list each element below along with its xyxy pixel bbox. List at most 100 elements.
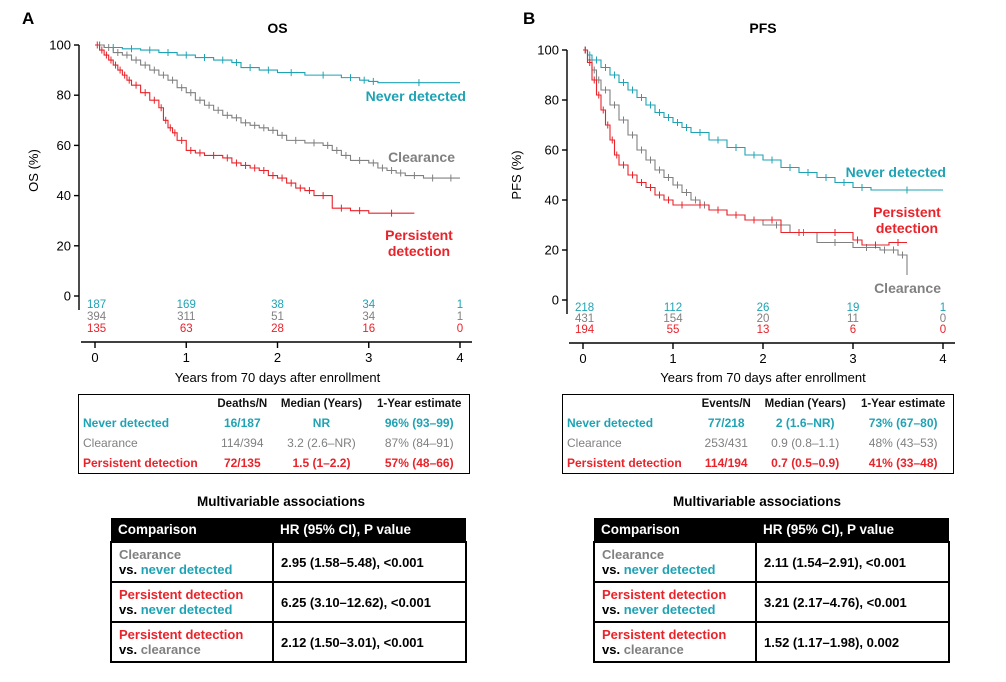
y-axis-label: PFS (%) [509,150,524,199]
risk-count: 1 [457,299,463,311]
mv-row: Clearance vs. never detected 2.95 (1.58–… [110,541,467,583]
mv-hr-cell: 2.12 (1.50–3.01), <0.001 [272,621,467,663]
risk-count: 34 [362,311,375,323]
y-tick-label: 0 [64,289,71,304]
series-label: Persistent [873,204,941,220]
mv-comparison-line1: Persistent detection [119,587,244,602]
summary-cell: 48% (43–53) [868,436,938,450]
mv-vs-prefix: vs. [602,642,624,657]
risk-count: 1 [940,302,946,314]
mv-vs-prefix: vs. [119,642,141,657]
mv-hr-cell: 6.25 (3.10–12.62), <0.001 [272,581,467,623]
mv-hr-cell: 3.21 (2.17–4.76), <0.001 [755,581,950,623]
summary-cell: 0.7 (0.5–0.9) [771,456,840,470]
summary-cell: 77/218 [707,416,745,430]
summary-header-cell [563,395,696,414]
risk-count: 16 [362,323,375,335]
risk-count: 154 [663,313,683,325]
mv-header-cell: HR (95% CI), P value [756,518,949,542]
summary-header-row: Events/N Median (Years) 1-Year estimate [563,395,954,414]
km-curve [95,44,415,214]
x-tick-label: 2 [274,350,281,365]
summary-row: Persistent detection 114/194 0.7 (0.5–0.… [563,453,954,474]
mv-comparison-line1: Clearance [602,547,665,562]
risk-count: 431 [575,313,594,325]
summary-group-label: Persistent detection [567,456,682,470]
mv-comparison-cell: Persistent detection vs. clearance [110,621,274,663]
panel-b: B PFS 0 20 40 60 80 100 PFS (%) 0 1 2 3 4 Years from 7… [503,0,1006,682]
risk-count: 169 [177,299,196,311]
panel-letter: B [523,9,535,28]
x-tick-label: 3 [365,350,372,365]
summary-cell: 73% (67–80) [868,416,938,430]
series-label: Never detected [366,88,466,104]
y-tick-label: 20 [57,238,71,253]
series-label: Clearance [388,149,455,165]
summary-cell: 114/394 [221,436,264,450]
risk-count: 20 [757,313,770,325]
mv-comparison-target: clearance [623,642,684,657]
multivariable-title: Multivariable associations [196,494,366,509]
series-label: detection [876,220,938,236]
mv-hr-cell: 1.52 (1.17–1.98), 0.002 [755,621,950,663]
mv-header-row: Comparison HR (95% CI), P value [594,518,949,542]
x-axis-label: Years from 70 days after enrollment [660,370,866,385]
y-axis-label: OS (%) [26,149,41,192]
y-tick-label: 60 [57,138,71,153]
mv-header-cell: Comparison [111,518,273,542]
summary-cell: 87% (84–91) [384,436,454,450]
risk-count: 55 [667,324,680,336]
summary-cell: 3.2 (2.6–NR) [287,436,356,450]
mv-comparison-cell: Clearance vs. never detected [593,541,757,583]
summary-cell: 0.9 (0.8–1.1) [771,436,840,450]
summary-cell: 41% (33–48) [868,456,938,470]
summary-group-label: Clearance [567,436,622,450]
summary-header-row: Deaths/N Median (Years) 1-Year estimate [79,395,470,414]
chart-title: PFS [749,20,776,36]
x-tick-label: 1 [669,351,676,366]
mv-comparison-target: never detected [140,562,233,577]
mv-vs-prefix: vs. [119,562,141,577]
summary-cell: 96% (93–99) [384,416,454,430]
y-tick-label: 0 [552,293,559,308]
x-tick-label: 3 [849,351,856,366]
summary-header-cell: Events/N [701,398,751,410]
risk-count: 394 [87,311,107,323]
risk-count: 187 [87,299,106,311]
mv-comparison-line2: vs. clearance [602,642,748,657]
risk-count: 311 [177,311,195,323]
series-label: Clearance [874,280,941,296]
summary-header-cell: Median (Years) [280,398,363,410]
mv-row: Persistent detection vs. never detected … [593,581,950,623]
mv-hr-cell: 2.95 (1.58–5.48), <0.001 [272,541,467,583]
summary-group-label: Clearance [83,436,138,450]
summary-cell: 72/135 [223,456,261,470]
panel-letter: A [22,9,34,28]
risk-count: 0 [940,313,946,325]
x-tick-label: 2 [759,351,766,366]
summary-cell: NR [312,416,331,430]
mv-header-row: Comparison HR (95% CI), P value [111,518,466,542]
mv-comparison-cell: Persistent detection vs. never detected [593,581,757,623]
os-summary-table: Deaths/N Median (Years) 1-Year estimate … [78,394,470,474]
y-tick-label: 40 [57,188,71,203]
y-tick-label: 100 [49,38,71,53]
risk-count: 6 [850,324,856,336]
risk-count: 63 [180,323,193,335]
x-axis-label: Years from 70 days after enrollment [175,370,381,385]
mv-comparison-target: never detected [623,602,716,617]
mv-vs-prefix: vs. [602,602,624,617]
risk-count: 34 [362,299,375,311]
x-tick-label: 4 [939,351,946,366]
mv-header-cell: Comparison [594,518,756,542]
summary-header-cell: Median (Years) [764,398,846,410]
risk-count: 194 [575,324,595,336]
y-tick-label: 80 [57,88,71,103]
summary-row: Clearance 253/431 0.9 (0.8–1.1) 48% (43–… [563,433,954,453]
risk-count: 135 [87,323,106,335]
summary-header-cell: 1-Year estimate [860,398,946,410]
mv-row: Persistent detection vs. clearance 2.12 … [110,621,467,663]
mv-comparison-line1: Clearance [119,547,182,562]
mv-comparison-line2: vs. never detected [602,602,748,617]
